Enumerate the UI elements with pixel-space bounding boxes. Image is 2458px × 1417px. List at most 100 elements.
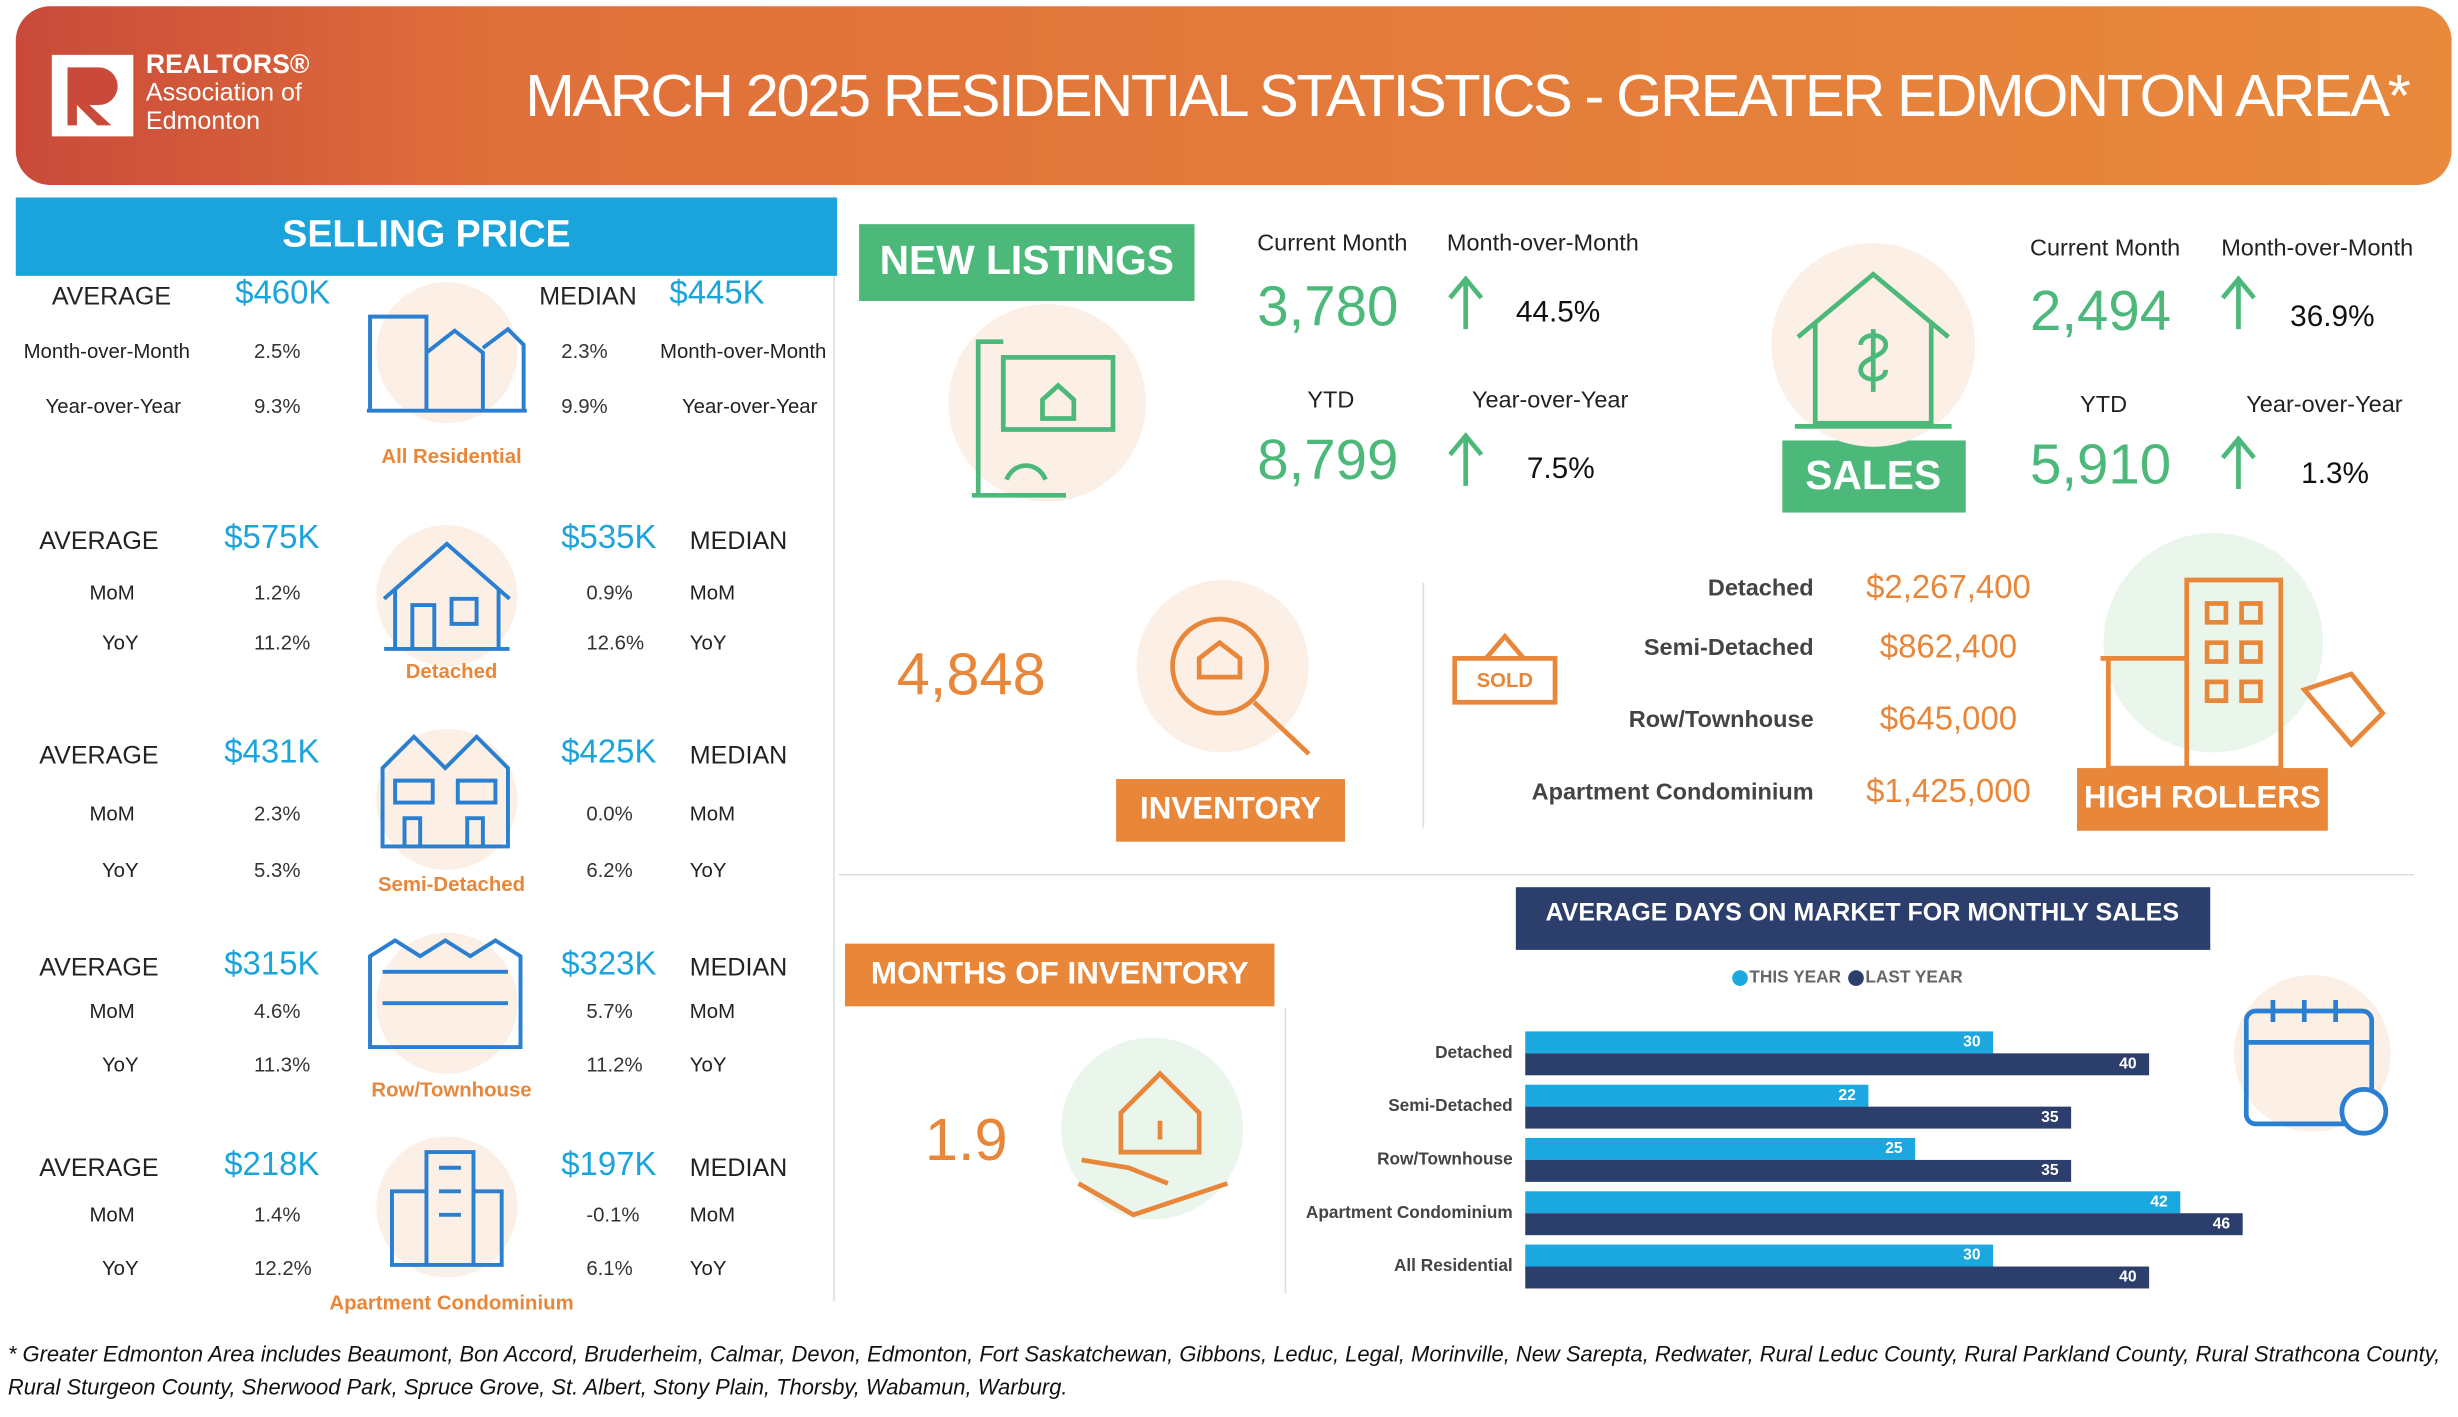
box-title: INVENTORY <box>1140 791 1321 826</box>
selling-price-header <box>15 197 838 276</box>
logo-r <box>67 67 118 126</box>
high-rollers-header <box>2077 768 2328 831</box>
calendar-icon <box>2243 1000 2389 1136</box>
footnote: Rural Sturgeon County, Sherwood Park, Sp… <box>8 1375 1068 1400</box>
brand: REALTORS® <box>146 49 310 79</box>
average-label: AVERAGE <box>39 742 158 770</box>
icon-bg <box>948 304 1146 502</box>
roller-value: $862,400 <box>1880 628 2017 665</box>
header-banner <box>15 6 2452 185</box>
ytd-value: 5,910 <box>2030 433 2171 496</box>
row-label: MoM <box>89 803 134 825</box>
icon-bg <box>376 282 518 424</box>
median-change: 6.2% <box>586 860 632 882</box>
inventory-header <box>1116 779 1345 842</box>
icon <box>390 1150 504 1267</box>
bar <box>1525 1266 2150 1289</box>
building-icon <box>2100 577 2386 771</box>
box-title: HIGH ROLLERS <box>2084 780 2321 815</box>
average-change: 1.4% <box>254 1205 300 1227</box>
group-name: Apartment Condominium <box>329 1293 573 1315</box>
legend-marker <box>1732 970 1748 986</box>
row-label: YoY <box>690 1258 727 1280</box>
sales-icon <box>1794 271 1952 429</box>
calendar <box>2246 1000 2372 1045</box>
row-label: MoM <box>690 582 735 604</box>
bar <box>1525 1213 2243 1236</box>
row-label: YoY <box>102 1054 139 1076</box>
icon-bg <box>1136 579 1309 753</box>
row-label: MoM <box>690 803 735 825</box>
roller-label: Row/Townhouse <box>1629 706 1814 732</box>
icon-bg <box>376 1136 518 1278</box>
category-label: All Residential <box>1394 1255 1513 1275</box>
median-value: $445K <box>669 273 764 310</box>
row-label: MoM <box>89 582 134 604</box>
mom-label: Month-over-Month <box>1447 230 1639 256</box>
bar <box>1525 1137 1916 1160</box>
sold-sign <box>1452 632 1558 705</box>
row-label: YoY <box>690 1054 727 1076</box>
group-name: Semi-Detached <box>378 874 525 896</box>
median-change: 5.7% <box>586 1001 632 1023</box>
hand-house-icon <box>1077 1070 1229 1218</box>
icon <box>366 314 527 413</box>
average-label: AVERAGE <box>39 1154 158 1182</box>
bar <box>1525 1031 1994 1054</box>
median-label: MEDIAN <box>690 742 787 770</box>
new-listings-header <box>859 224 1195 301</box>
yoy-value: 7.5% <box>1527 452 1595 485</box>
bar-label: 46 <box>2213 1215 2231 1232</box>
moi-header <box>844 943 1275 1007</box>
average-label: AVERAGE <box>52 282 171 310</box>
bar <box>1525 1053 2150 1076</box>
category-label: Apartment Condominium <box>1306 1202 1513 1222</box>
median-label: MEDIAN <box>690 1154 787 1182</box>
moi-value: 1.9 <box>925 1106 1008 1173</box>
legend-label: LAST YEAR <box>1865 967 1963 987</box>
yoy-label: Year-over-Year <box>2246 391 2403 417</box>
calendar <box>2243 1008 2375 1127</box>
bar-label: 25 <box>1885 1140 1903 1157</box>
median-label: MEDIAN <box>690 527 787 555</box>
sold-text: SOLD <box>1477 670 1534 692</box>
median-change: 0.0% <box>586 803 632 825</box>
roller-label: Semi-Detached <box>1644 634 1814 660</box>
median-change: 6.1% <box>586 1258 632 1280</box>
current-value: 3,780 <box>1257 274 1398 337</box>
row-label: YoY <box>690 860 727 882</box>
category-label: Detached <box>1435 1042 1513 1062</box>
roller-value: $645,000 <box>1880 700 2017 737</box>
box-title: NEW LISTINGS <box>880 237 1174 283</box>
average-change: 2.5% <box>254 341 300 363</box>
icon <box>382 541 511 651</box>
roller-value: $1,425,000 <box>1866 772 2031 809</box>
median-change: 12.6% <box>586 633 644 655</box>
brand: Edmonton <box>146 107 260 135</box>
footnote: * Greater Edmonton Area includes Beaumon… <box>8 1342 2440 1367</box>
median-label: MEDIAN <box>539 282 636 310</box>
icon-bg <box>1061 1037 1244 1220</box>
average-change: 4.6% <box>254 1001 300 1023</box>
median-change: 0.9% <box>586 582 632 604</box>
bar-label: 40 <box>2119 1269 2137 1286</box>
chart-title: AVERAGE DAYS ON MARKET FOR MONTHLY SALES <box>1545 898 2179 926</box>
average-value: $575K <box>224 518 319 555</box>
bar-label: 42 <box>2150 1193 2168 1210</box>
bar-label: 35 <box>2041 1109 2059 1126</box>
bar-label: 30 <box>1963 1247 1981 1264</box>
current-value: 2,494 <box>2030 279 2171 342</box>
magnifier <box>1196 639 1311 756</box>
ytd-label: YTD <box>2080 391 2127 417</box>
average-change: 12.2% <box>254 1258 312 1280</box>
legend-marker <box>1848 970 1864 986</box>
dom-header <box>1515 887 2211 950</box>
box-title: MONTHS OF INVENTORY <box>871 955 1249 990</box>
average-change: 2.3% <box>254 803 300 825</box>
row-label: YoY <box>102 1258 139 1280</box>
category-label: Row/Townhouse <box>1377 1148 1513 1168</box>
group-name: Detached <box>406 661 498 683</box>
row-label: MoM <box>690 1205 735 1227</box>
